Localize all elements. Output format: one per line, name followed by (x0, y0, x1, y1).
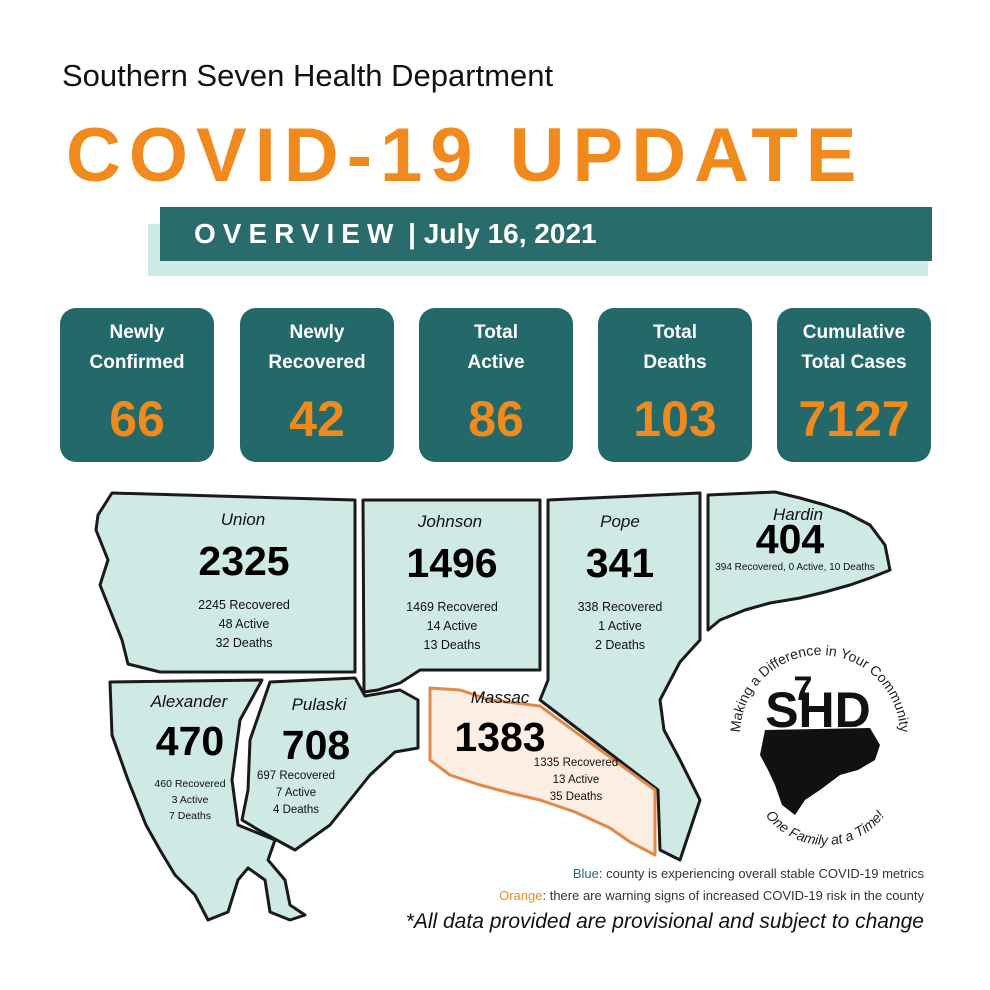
county-total-union: 2325 (198, 538, 290, 584)
county-name-alexander: Alexander (150, 692, 228, 711)
disclaimer: *All data provided are provisional and s… (405, 910, 924, 933)
shd-logo: Making a Difference in Your Community On… (727, 642, 913, 848)
page-headline: COVID-19 UPDATE (66, 113, 865, 198)
county-total-pope: 341 (585, 540, 655, 586)
county-name-union: Union (220, 510, 266, 529)
stat-card-total-active: Total Active 86 (419, 308, 573, 462)
county-total-pulaski: 708 (281, 722, 351, 768)
county-name-massac: Massac (470, 688, 530, 707)
stat-label: Total Active (467, 322, 525, 373)
county-details-alexander: 460 Recovered 3 Active 7 Deaths (154, 778, 226, 822)
overview-banner: OVERVIEW | July 16, 2021 (160, 207, 932, 261)
hardin-county-shape (706, 490, 892, 632)
pope-county-shape (538, 491, 702, 862)
johnson-county-shape (361, 498, 542, 694)
logo-mark-numeral: 7 (794, 670, 813, 708)
stat-value: 103 (633, 391, 717, 447)
county-details-pope: 338 Recovered 1 Active 2 Deaths (577, 600, 663, 652)
county-total-hardin: 404 (755, 516, 825, 562)
pulaski-county-shape (240, 676, 420, 852)
legend-orange: Orange: there are warning signs of incre… (499, 888, 924, 903)
county-details-pulaski: 697 Recovered 7 Active 4 Deaths (257, 770, 335, 816)
legend-orange-key: Orange (499, 888, 543, 903)
county-name-pope: Pope (600, 512, 640, 531)
stat-label: Total Deaths (643, 322, 707, 373)
legend-blue: Blue: county is experiencing overall sta… (573, 866, 924, 881)
stat-label: Newly Confirmed (89, 322, 185, 373)
county-total-alexander: 470 (155, 718, 225, 764)
county-details-hardin: 394 Recovered, 0 Active, 10 Deaths (715, 562, 875, 573)
union-county-shape (94, 491, 357, 674)
massac-county-shape (428, 686, 657, 857)
county-name-johnson: Johnson (417, 512, 483, 531)
legend-blue-key: Blue (572, 866, 599, 881)
stat-card-newly-confirmed: Newly Confirmed 66 (60, 308, 214, 462)
overview-date: | July 16, 2021 (400, 218, 597, 249)
stat-card-newly-recovered: Newly Recovered 42 (240, 308, 394, 462)
logo-region-silhouette (760, 728, 880, 815)
county-details-union: 2245 Recovered 48 Active 32 Deaths (198, 598, 290, 650)
logo-bottom-text: One Family at a Time! (763, 807, 887, 848)
stat-card-total-deaths: Total Deaths 103 (598, 308, 752, 462)
logo-mark-text: SHD (765, 682, 871, 738)
stat-card-cumulative-cases: Cumulative Total Cases 7127 (777, 308, 931, 462)
overview-label: OVERVIEW (194, 218, 401, 249)
stat-value: 7127 (798, 391, 910, 447)
stat-value: 86 (468, 391, 524, 447)
county-details-johnson: 1469 Recovered 14 Active 13 Deaths (406, 600, 498, 652)
alexander-county-shape (108, 678, 307, 922)
county-total-massac: 1383 (454, 714, 546, 760)
stat-value: 66 (109, 391, 165, 447)
organization-name: Southern Seven Health Department (62, 58, 554, 93)
legend-blue-text: : county is experiencing overall stable … (598, 866, 924, 881)
county-name-hardin: Hardin (772, 505, 824, 524)
stat-label: Newly Recovered (268, 322, 366, 373)
stat-label: Cumulative Total Cases (801, 322, 907, 373)
stat-value: 42 (289, 391, 345, 447)
county-total-johnson: 1496 (406, 540, 498, 586)
county-details-massac: 1335 Recovered 13 Active 35 Deaths (533, 757, 619, 803)
svg-text:One Family at a Time!: One Family at a Time! (763, 807, 887, 848)
county-name-pulaski: Pulaski (291, 695, 347, 714)
legend-orange-text: : there are warning signs of increased C… (542, 888, 924, 903)
